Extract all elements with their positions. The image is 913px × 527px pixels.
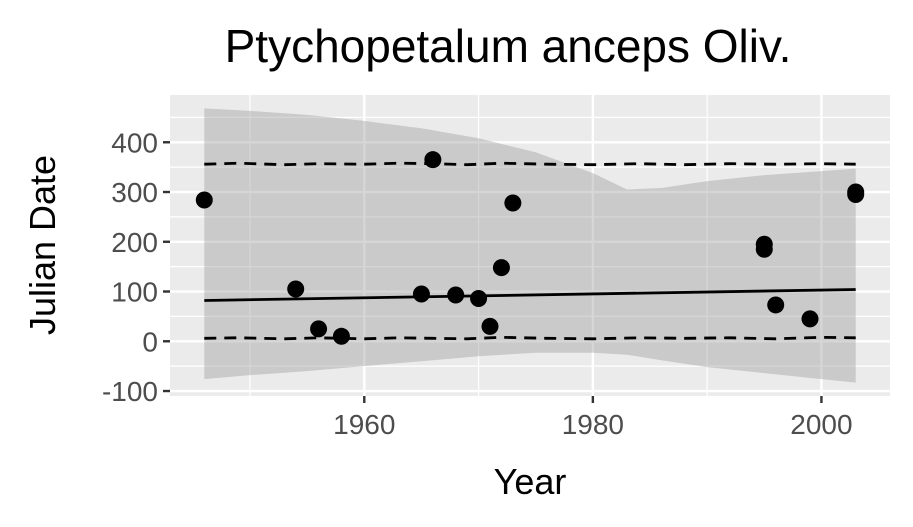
y-axis: -100 0 100 200 300 400 bbox=[102, 127, 170, 407]
data-points bbox=[195, 151, 865, 345]
x-axis: 1960 1980 2000 bbox=[333, 396, 853, 440]
regression-line bbox=[204, 288, 856, 302]
data-point bbox=[492, 259, 510, 277]
data-point bbox=[767, 296, 785, 314]
y-tick-label: -100 bbox=[102, 376, 158, 407]
data-point bbox=[481, 317, 499, 335]
y-tick-label: 100 bbox=[111, 277, 158, 308]
data-point bbox=[847, 186, 865, 204]
data-point bbox=[424, 151, 442, 169]
y-tick-label: 400 bbox=[111, 127, 158, 158]
data-point bbox=[287, 280, 305, 298]
data-point bbox=[755, 240, 773, 258]
data-point bbox=[332, 327, 350, 345]
confidence-band bbox=[204, 108, 856, 383]
y-tick-label: 300 bbox=[111, 177, 158, 208]
chart-title: Ptychopetalum anceps Oliv. bbox=[225, 20, 792, 72]
data-point bbox=[470, 289, 488, 307]
y-axis-title: Julian Date bbox=[22, 155, 63, 335]
data-point bbox=[310, 320, 328, 338]
lower-quantile-line bbox=[204, 335, 856, 341]
x-tick-label: 2000 bbox=[790, 409, 852, 440]
x-axis-title: Year bbox=[494, 461, 567, 502]
y-tick-label: 200 bbox=[111, 227, 158, 258]
x-tick-label: 1980 bbox=[562, 409, 624, 440]
data-point bbox=[195, 191, 213, 209]
data-point bbox=[504, 194, 522, 212]
upper-quantile-line bbox=[204, 161, 856, 167]
minor-gridlines bbox=[170, 95, 890, 396]
data-point bbox=[447, 286, 465, 304]
x-tick-label: 1960 bbox=[333, 409, 395, 440]
major-gridlines bbox=[170, 95, 890, 396]
y-tick-label: 0 bbox=[142, 326, 158, 357]
data-point bbox=[801, 310, 819, 328]
data-point bbox=[412, 285, 430, 303]
